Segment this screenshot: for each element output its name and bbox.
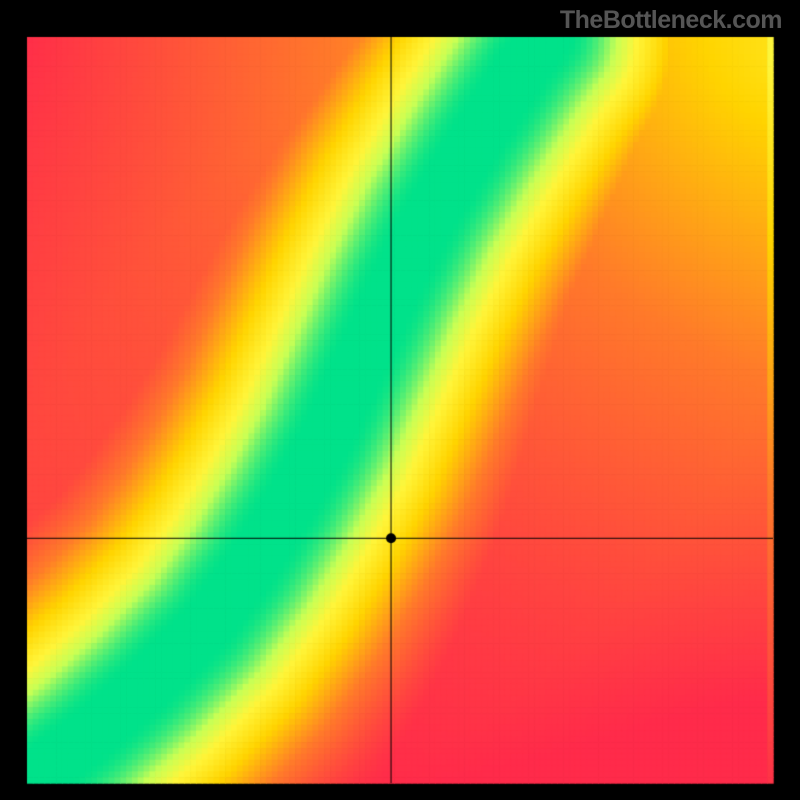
heatmap-canvas: [0, 0, 800, 800]
chart-container: TheBottleneck.com: [0, 0, 800, 800]
watermark-text: TheBottleneck.com: [560, 6, 782, 35]
